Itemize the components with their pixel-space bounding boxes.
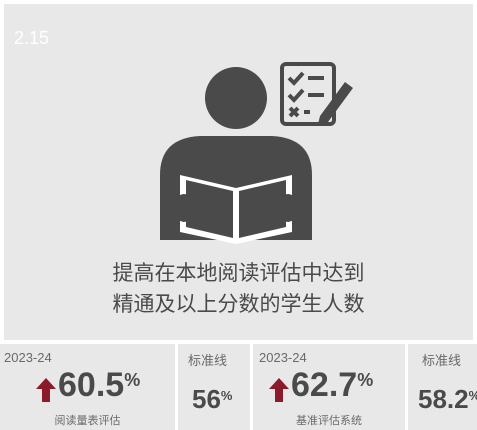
stat-year: 2023-24: [259, 350, 307, 365]
stat-box: 标准线 58.2%: [408, 344, 477, 430]
card-code: 2.15: [14, 28, 50, 48]
unit: %: [220, 388, 233, 403]
stat-value: 58.2%: [418, 384, 477, 415]
stat-box: 2023-24 60.5% 阅读量表评估: [0, 344, 175, 430]
standard-label: 标准线: [422, 353, 462, 368]
stat-box: 2023-24 62.7% 基准评估系统: [253, 344, 405, 430]
headline-line: 精通及以上分数的学生人数: [112, 293, 365, 316]
stat-value: 60.5%: [58, 366, 140, 405]
value: 60.5: [58, 366, 125, 404]
value: 56: [192, 384, 221, 414]
headline: 提高在本地阅读评估中达到 精通及以上分数的学生人数: [0, 258, 477, 320]
stat-value: 56%: [192, 384, 232, 415]
value: 58.2: [418, 384, 469, 414]
unit: %: [469, 388, 477, 403]
unit: %: [357, 370, 374, 390]
stat-box: 标准线 56%: [178, 344, 250, 430]
stat-year: 2023-24: [4, 350, 52, 365]
up-arrow: [269, 378, 289, 402]
value: 62.7: [291, 366, 358, 404]
up-arrow: [36, 378, 56, 402]
stat-label: 阅读量表评估: [54, 415, 121, 427]
standard-label: 标准线: [188, 353, 228, 368]
stat-label: 基准评估系统: [296, 415, 362, 427]
stat-value: 62.7%: [291, 366, 373, 405]
headline-line: 提高在本地阅读评估中达到: [112, 262, 365, 285]
reader-icon: [160, 62, 353, 244]
unit: %: [124, 370, 141, 390]
